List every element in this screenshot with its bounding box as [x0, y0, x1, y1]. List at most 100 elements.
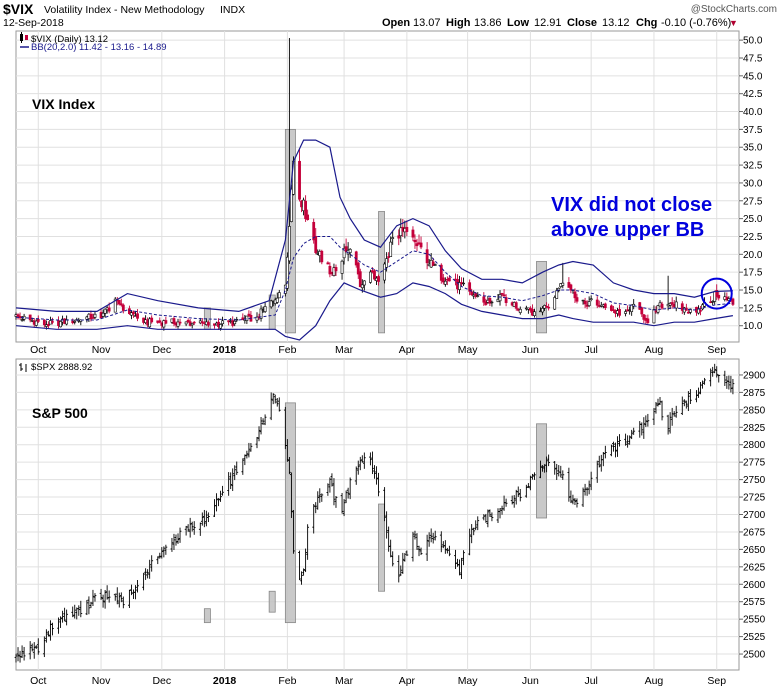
vix-candle — [93, 313, 97, 318]
vix-candle — [200, 321, 204, 324]
y-tick-label: 2625 — [743, 562, 766, 573]
vix-candle — [642, 314, 646, 320]
vix-candle — [184, 321, 188, 325]
vix-candle — [158, 320, 162, 323]
vix-candle — [245, 315, 249, 321]
vix-candle — [269, 300, 273, 308]
vix-legend-text: $VIX (Daily) 13.12 — [31, 34, 108, 45]
vix-candle — [583, 300, 587, 305]
vix-candle — [573, 291, 577, 299]
vix-candle — [360, 284, 364, 289]
y-tick-label: 50.0 — [743, 36, 763, 47]
vix-candle — [399, 227, 403, 237]
x-tick-label: Feb — [278, 675, 296, 687]
vix-candle — [500, 293, 504, 295]
bb-lower-line — [15, 282, 733, 341]
x-tick-label: Oct — [30, 675, 46, 687]
y-tick-label: 2850 — [743, 405, 766, 416]
vix-candle — [646, 318, 650, 323]
x-tick-label: Mar — [335, 344, 354, 356]
close-value: 13.12 — [602, 17, 630, 29]
y-tick-label: 47.5 — [743, 53, 763, 64]
vix-gridlines — [16, 31, 739, 342]
y-tick-label: 2550 — [743, 615, 766, 626]
vix-candle — [447, 277, 451, 282]
vix-legend: $VIX (Daily) 13.12 BB(20,2.0) 11.42 - 13… — [20, 32, 167, 53]
y-tick-label: 45.0 — [743, 71, 763, 82]
y-tick-label: 17.5 — [743, 268, 763, 279]
highlight-bar — [536, 261, 548, 334]
vix-candle — [656, 305, 660, 313]
x-tick-label: Aug — [645, 344, 664, 356]
y-tick-label: 25.0 — [743, 214, 763, 225]
vix-candle — [468, 282, 472, 292]
y-tick-label: 20.0 — [743, 250, 763, 261]
x-tick-label: Jun — [522, 344, 539, 356]
vix-candle — [148, 318, 152, 328]
x-tick-label: May — [458, 344, 479, 356]
highlight-bar — [378, 503, 385, 592]
vix-candle — [610, 305, 613, 311]
vix-candle — [387, 256, 391, 258]
y-tick-label: 15.0 — [743, 286, 763, 297]
chg-down-arrow-icon: ▼ — [729, 18, 738, 28]
vix-candle — [328, 265, 332, 275]
vix-candle — [219, 324, 222, 329]
vix-candle — [391, 237, 395, 239]
symbol-name: Volatility Index - New Methodology — [44, 4, 205, 16]
vix-panel-label: VIX Index — [32, 96, 95, 112]
vix-candle — [369, 271, 372, 283]
vix-candle — [630, 304, 634, 312]
vix-candle — [433, 264, 437, 266]
vix-candle — [206, 322, 210, 326]
vix-candle — [383, 263, 386, 281]
vix-candle — [717, 294, 721, 299]
vix-candle — [342, 248, 346, 259]
vix-candle — [340, 260, 344, 274]
y-tick-label: 2600 — [743, 580, 766, 591]
vix-candle — [344, 246, 348, 252]
annotation-line-2: above upper BB — [551, 219, 704, 241]
vix-candle — [18, 316, 22, 319]
vix-y-axis: 10.0 12.5 15.0 17.5 20.0 22.5 25.0 27.5 30.0 32.5… — [739, 36, 763, 332]
vix-candle — [545, 305, 549, 308]
vix-candle — [36, 318, 40, 322]
vix-candle — [541, 308, 544, 313]
x-tick-label: Nov — [92, 344, 111, 356]
vix-candle — [502, 294, 506, 297]
vix-candle — [172, 318, 176, 325]
vix-candle — [150, 317, 154, 323]
vix-candle — [107, 307, 111, 312]
vix-candle — [132, 311, 135, 315]
vix-candle — [638, 302, 642, 310]
exchange-label: INDX — [220, 4, 245, 16]
vix-bollinger-bands — [15, 139, 733, 341]
vix-candle — [397, 235, 401, 239]
low-label: Low — [507, 17, 529, 29]
vix-candle — [306, 214, 310, 221]
vix-legend-item: $VIX (Daily) 13.12 — [20, 32, 108, 45]
chg-label: Chg — [636, 17, 657, 29]
vix-candle — [385, 258, 389, 268]
vix-candle — [555, 290, 559, 299]
vix-candle — [680, 303, 684, 311]
chg-value: -0.10 (-0.76%) — [661, 17, 731, 29]
x-tick-label: Sep — [707, 344, 726, 356]
open-value: 13.07 — [413, 17, 441, 29]
spx-legend-text: $SPX 2888.92 — [31, 362, 92, 373]
vix-candle — [624, 311, 627, 314]
vix-candle — [259, 308, 263, 319]
y-tick-label: 2825 — [743, 423, 766, 434]
vix-candle — [263, 306, 267, 312]
vix-candle — [51, 321, 54, 323]
y-tick-label: 2800 — [743, 440, 766, 451]
annotation-line-1: VIX did not close — [551, 194, 712, 216]
vix-candle — [504, 297, 508, 303]
vix-candle — [405, 226, 409, 232]
bb-legend-item: BB(20,2.0) 11.42 - 13.16 - 14.89 — [20, 42, 167, 53]
vix-candle — [320, 250, 324, 263]
vix-candle — [612, 309, 615, 311]
annotation-circle — [700, 277, 733, 310]
bb-upper-line — [15, 139, 733, 313]
x-tick-label: Apr — [399, 344, 416, 356]
